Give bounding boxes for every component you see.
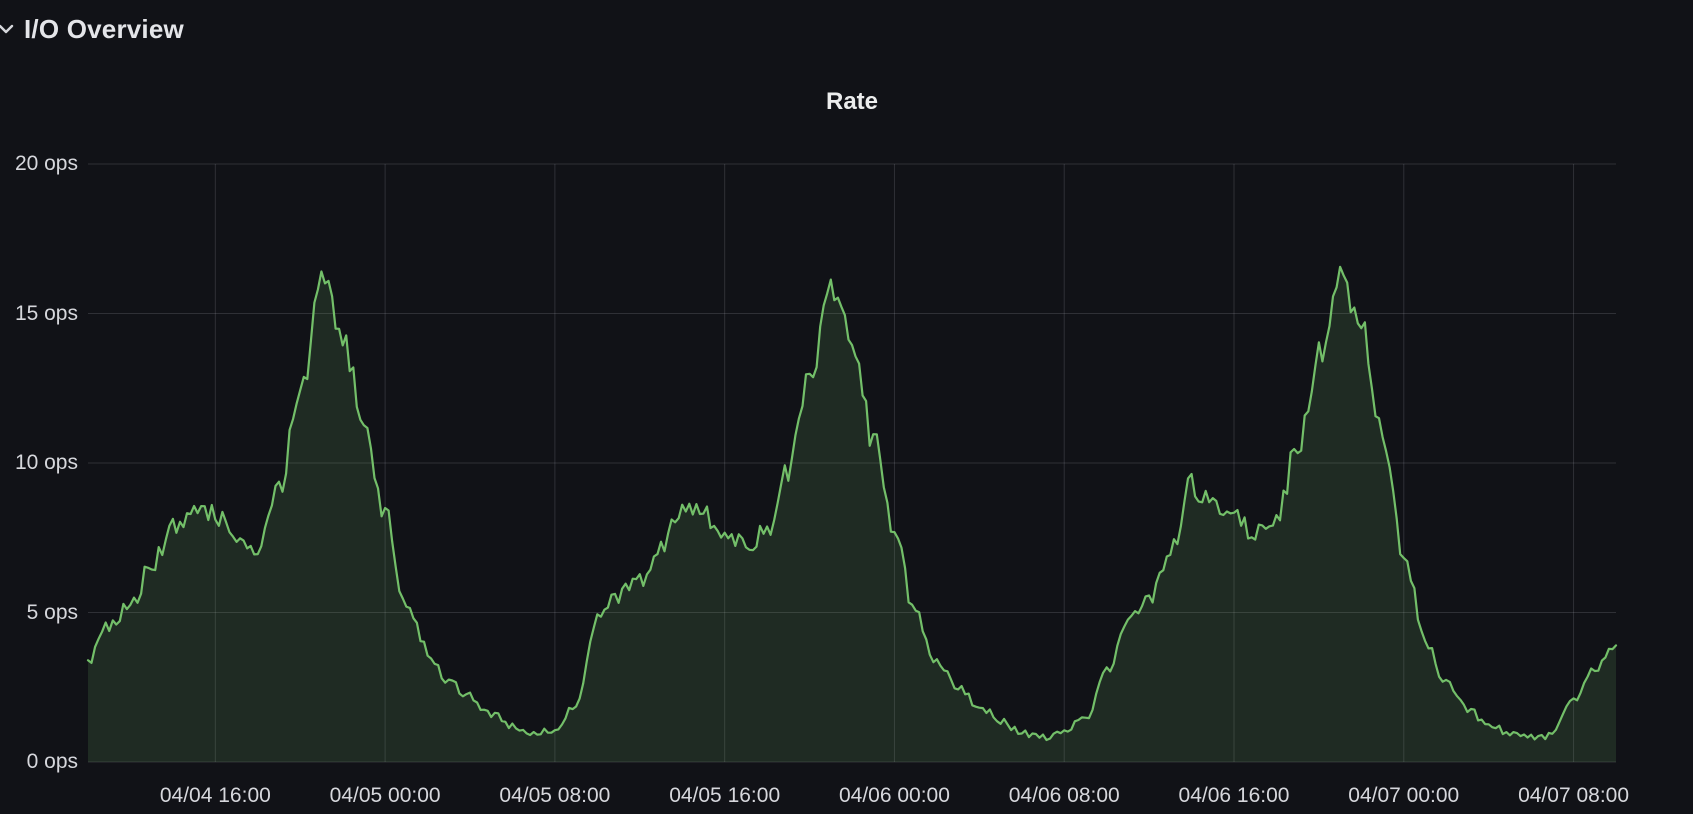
x-axis-label: 04/06 08:00: [1008, 784, 1120, 807]
y-axis-label: 20 ops: [14, 152, 78, 175]
chevron-down-icon[interactable]: [0, 17, 18, 41]
y-axis-label: 0 ops: [26, 750, 78, 773]
panel-title: Rate: [825, 88, 879, 115]
y-axis-label: 15 ops: [14, 301, 78, 325]
x-axis-label: 04/07 08:00: [1518, 784, 1630, 807]
row-header-io-overview[interactable]: I/O Overview: [0, 0, 184, 58]
y-axis-label: 10 ops: [14, 451, 78, 474]
x-axis-label: 04/06 00:00: [838, 784, 950, 807]
y-axis-label: 5 ops: [26, 600, 78, 624]
series-area-fill: [88, 266, 1616, 762]
row-title[interactable]: I/O Overview: [24, 13, 184, 44]
x-axis-label: 04/05 08:00: [499, 784, 611, 807]
x-axis-label: 04/04 16:00: [159, 784, 271, 807]
series-line: [86, 265, 1618, 742]
x-axis-label: 04/06 16:00: [1178, 784, 1290, 807]
x-axis-label: 04/05 00:00: [329, 784, 441, 807]
x-axis-label: 04/07 00:00: [1348, 784, 1460, 807]
x-axis-label: 04/05 16:00: [669, 784, 781, 807]
